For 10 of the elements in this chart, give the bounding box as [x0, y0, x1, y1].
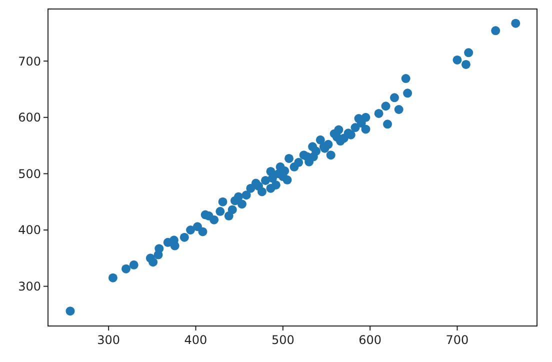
x-tick-label: 300	[97, 333, 120, 347]
y-tick-label: 300	[18, 280, 41, 294]
x-tick-label: 700	[446, 333, 469, 347]
y-tick-label: 500	[18, 166, 41, 181]
y-tick-label: 700	[18, 54, 41, 68]
y-tick-label: 600	[18, 110, 41, 125]
x-tick-label: 600	[358, 333, 382, 347]
y-tick-label: 400	[18, 223, 41, 238]
x-tick-label: 400	[184, 333, 208, 347]
x-tick-label: 500	[271, 333, 294, 347]
